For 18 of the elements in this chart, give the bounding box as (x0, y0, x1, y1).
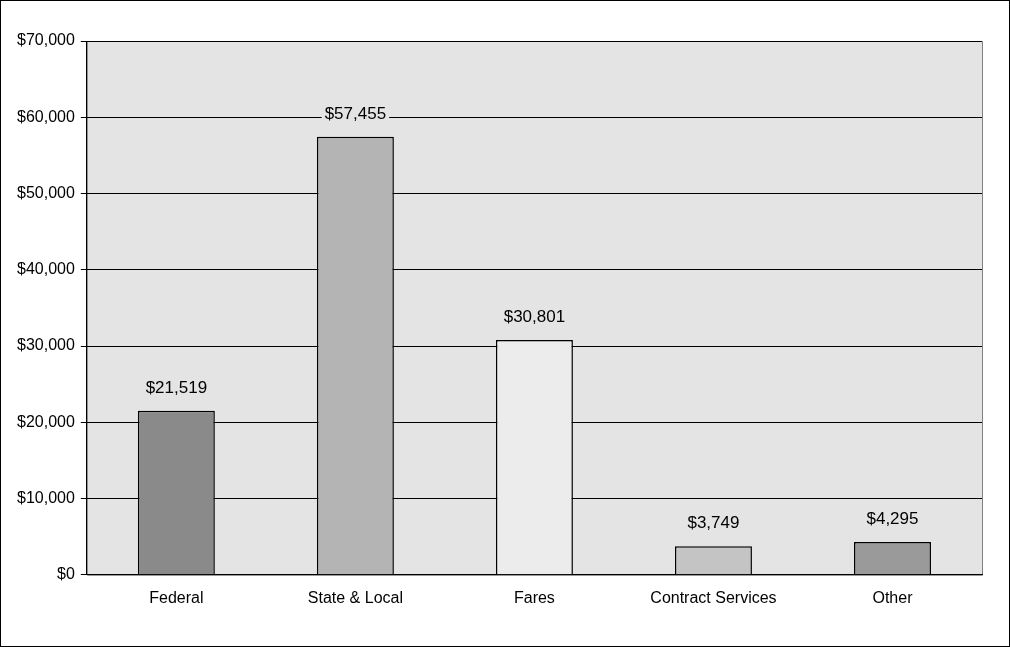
y-tick-label: $70,000 (16, 31, 75, 49)
data-label: $4,295 (866, 509, 919, 529)
x-tick-label: Contract Services (650, 588, 777, 606)
x-tick-label: Other (872, 588, 914, 606)
x-tick-label: Federal (149, 588, 204, 606)
y-tick-label: $10,000 (16, 488, 75, 506)
y-tick-label: $20,000 (16, 412, 75, 430)
y-tick-label: $50,000 (16, 183, 75, 201)
data-label: $21,519 (145, 377, 208, 397)
y-tick-label: $60,000 (16, 107, 75, 125)
x-tick-label: State & Local (307, 588, 403, 606)
x-tick-label: Fares (513, 588, 555, 606)
y-tick-label: $30,000 (16, 336, 75, 354)
y-tick-label: $0 (57, 565, 75, 583)
data-label: $30,801 (503, 307, 566, 327)
data-label: $57,455 (324, 103, 387, 123)
data-label: $3,749 (687, 513, 740, 533)
y-tick-label: $40,000 (16, 260, 75, 278)
